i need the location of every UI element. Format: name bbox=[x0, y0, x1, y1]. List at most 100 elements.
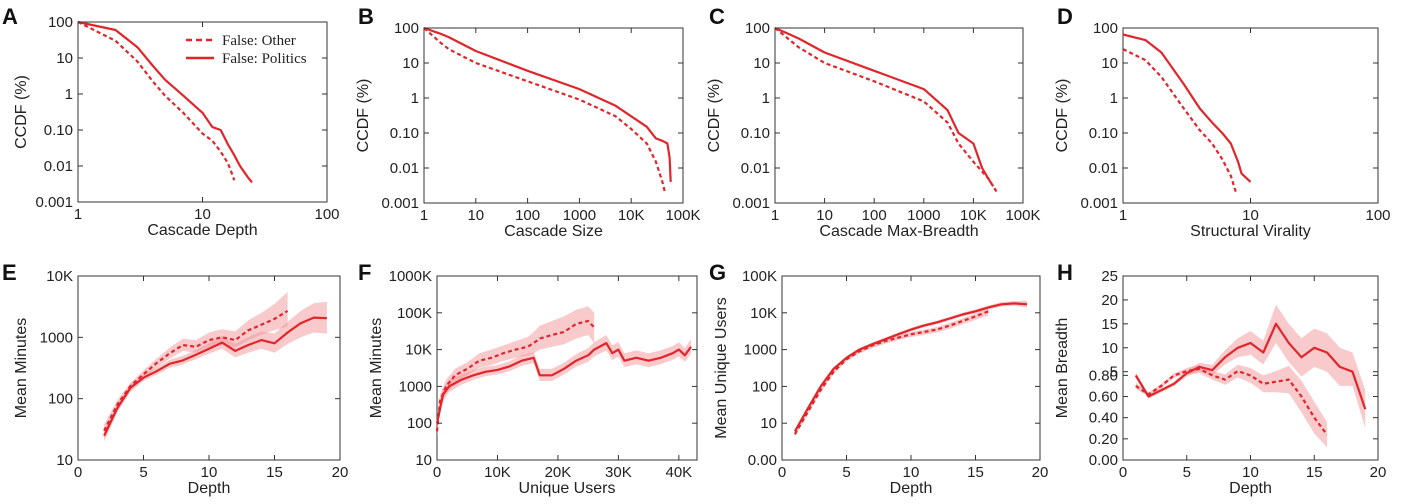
x-tick-label: 5 bbox=[1183, 464, 1191, 481]
confidence-band bbox=[794, 308, 989, 436]
series-line-false-politics bbox=[774, 26, 995, 187]
series-line-false-other bbox=[1122, 48, 1238, 193]
x-tick-label: 15 bbox=[1306, 464, 1323, 481]
series-line-false-other bbox=[793, 310, 989, 435]
y-tick-label: 100 bbox=[394, 20, 419, 37]
y-tick-label: 0.40 bbox=[1089, 410, 1118, 427]
x-tick-label: 10 bbox=[903, 464, 920, 481]
plot-frame bbox=[1122, 27, 1379, 204]
series-line-false-other bbox=[103, 309, 289, 432]
x-tick-label: 1 bbox=[74, 206, 82, 223]
y-tick-label: 100K bbox=[742, 268, 777, 285]
y-tick-label: 1 bbox=[762, 90, 770, 107]
panel-label-g: G bbox=[709, 260, 726, 285]
y-tick-label: 10 bbox=[760, 415, 777, 432]
x-tick-label: 10 bbox=[201, 464, 218, 481]
confidence-band bbox=[437, 335, 691, 429]
y-tick-label: 10 bbox=[1101, 55, 1118, 72]
confidence-band bbox=[794, 300, 1028, 433]
y-tick-label: 5 bbox=[1110, 364, 1118, 381]
series-line-false-other bbox=[435, 319, 596, 432]
y-tick-label: 10 bbox=[56, 50, 73, 67]
panel-label-a: A bbox=[2, 4, 18, 29]
confidence-band bbox=[437, 306, 595, 438]
series-line-false-politics bbox=[435, 342, 692, 424]
y-tick-label: 100 bbox=[745, 20, 770, 37]
series-line-false-other bbox=[77, 21, 236, 181]
x-axis-label: Cascade Max-Breadth bbox=[819, 223, 978, 240]
x-tick-label: 5 bbox=[842, 464, 850, 481]
y-tick-label: 10K bbox=[405, 342, 432, 359]
legend-label: False: Politics bbox=[222, 51, 307, 67]
x-tick-label: 10K bbox=[960, 207, 987, 224]
panel-label-b: B bbox=[358, 4, 374, 29]
x-tick-label: 10 bbox=[1242, 207, 1259, 224]
panel-label-d: D bbox=[1057, 4, 1073, 29]
x-tick-label: 5 bbox=[139, 464, 147, 481]
x-tick-label: 1 bbox=[771, 207, 779, 224]
x-tick-label: 1 bbox=[420, 207, 428, 224]
y-tick-label: 10 bbox=[56, 452, 73, 469]
y-tick-label: 25 bbox=[1101, 268, 1118, 285]
y-axis-label: Mean Unique Users bbox=[713, 297, 730, 438]
x-axis-label: Cascade Size bbox=[504, 223, 603, 240]
y-tick-label: 0.60 bbox=[1089, 389, 1118, 406]
y-tick-label: 1000 bbox=[744, 342, 777, 359]
y-tick-label: 0.10 bbox=[44, 122, 73, 139]
y-tick-label: 0.00 bbox=[1089, 452, 1118, 469]
legend-label: False: Other bbox=[222, 33, 296, 49]
y-tick-label: 100 bbox=[48, 14, 73, 31]
panel-d: D 1 10 100 100 10 1 0.10 0.01 0.001 Structural Vir… bbox=[1054, 4, 1391, 240]
series-line-false-other bbox=[1135, 367, 1328, 436]
y-tick-label: 0.01 bbox=[741, 160, 770, 177]
y-axis-label: CCDF (%) bbox=[355, 79, 372, 153]
y-tick-label: 0.80 bbox=[1089, 367, 1118, 384]
series-line-false-other bbox=[423, 27, 667, 193]
x-tick-label: 15 bbox=[266, 464, 283, 481]
x-tick-label: 100 bbox=[1365, 207, 1390, 224]
series-line-false-other bbox=[774, 27, 999, 194]
x-tick-label: 10 bbox=[194, 206, 211, 223]
panel-label-h: H bbox=[1057, 260, 1073, 285]
y-tick-label: 10 bbox=[402, 55, 419, 72]
y-tick-label: 1 bbox=[1110, 90, 1118, 107]
x-tick-label: 10 bbox=[816, 207, 833, 224]
x-tick-label: 10K bbox=[484, 464, 511, 481]
series-line-false-politics bbox=[793, 302, 1028, 432]
x-tick-label: 40K bbox=[666, 464, 693, 481]
x-tick-label: 100K bbox=[665, 207, 700, 224]
series-line-false-politics bbox=[103, 316, 327, 437]
y-axis-label: CCDF (%) bbox=[706, 79, 723, 153]
x-axis-label: Cascade Depth bbox=[147, 222, 257, 239]
legend: False: Other False: Politics bbox=[186, 33, 307, 67]
confidence-band bbox=[1135, 304, 1366, 429]
y-tick-label: 1000 bbox=[399, 378, 432, 395]
x-tick-label: 100 bbox=[862, 207, 887, 224]
y-tick-label: 1000 bbox=[40, 329, 73, 346]
y-tick-label: 1 bbox=[411, 90, 419, 107]
panel-label-e: E bbox=[2, 260, 17, 285]
x-tick-label: 20 bbox=[1370, 464, 1387, 481]
x-tick-label: 1000 bbox=[563, 207, 596, 224]
y-tick-label: 1000K bbox=[389, 268, 432, 285]
panel-a: A 1 10 100 100 10 1 0.10 0.01 0.001 Cascade Depth C… bbox=[2, 4, 340, 239]
series-line-false-politics bbox=[1122, 33, 1252, 183]
x-tick-label: 0 bbox=[433, 464, 441, 481]
panel-label-f: F bbox=[358, 260, 371, 285]
x-tick-label: 20K bbox=[545, 464, 572, 481]
y-tick-label: 10 bbox=[415, 452, 432, 469]
panel-f: F 0 10K 20K 30K 40K 1000K 100K 10K 1000 100 10 Uniqu… bbox=[358, 260, 698, 497]
x-tick-label: 20 bbox=[332, 464, 349, 481]
x-axis-label: Depth bbox=[890, 480, 933, 497]
y-tick-label: 0.001 bbox=[732, 195, 770, 212]
y-tick-label: 0.001 bbox=[1080, 195, 1118, 212]
plot-frame bbox=[774, 27, 1024, 204]
x-tick-label: 0 bbox=[74, 464, 82, 481]
series-line-false-politics bbox=[423, 26, 672, 182]
x-tick-label: 15 bbox=[967, 464, 984, 481]
x-axis-label: Structural Virality bbox=[1190, 223, 1311, 240]
y-tick-label: 100 bbox=[752, 378, 777, 395]
x-tick-label: 0 bbox=[1119, 464, 1127, 481]
